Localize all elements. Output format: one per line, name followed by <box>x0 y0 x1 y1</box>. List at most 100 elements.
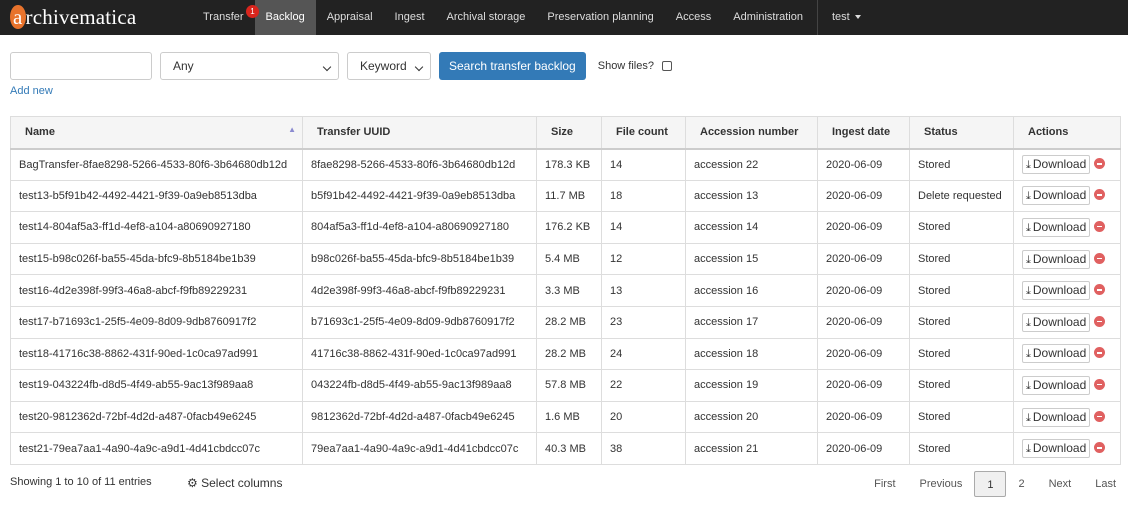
nav-items: Transfer Backlog Appraisal Ingest Archival s… <box>192 0 814 35</box>
actions-cell: Download <box>1013 179 1121 213</box>
search-button[interactable]: Search transfer backlog <box>439 52 586 80</box>
select-columns[interactable]: ⚙ Select columns <box>187 476 282 490</box>
column-header[interactable]: File count <box>601 116 686 150</box>
download-button[interactable]: Download <box>1022 344 1091 364</box>
page-link[interactable]: 2 <box>1018 478 1025 490</box>
cell: 043224fb-d8d5-4f49-ab55-9ac13f989aa8 <box>302 369 537 402</box>
badge: 1 <box>246 5 259 18</box>
column-header[interactable]: Ingest date <box>817 116 910 150</box>
nav-item[interactable]: Preservation planning <box>547 11 654 23</box>
page-link[interactable]: First <box>874 478 896 490</box>
user: test <box>831 11 850 23</box>
download-button[interactable]: Download <box>1022 155 1091 175</box>
cell: 2020-06-09 <box>817 369 910 402</box>
table-row: test16-4d2e398f-99f3-46a8-abcf-f9fb89229… <box>10 274 1121 307</box>
show-files-label: Show files? <box>597 60 654 72</box>
remove-button[interactable] <box>1094 315 1106 327</box>
cell: 22 <box>601 369 686 402</box>
table-row: test19-043224fb-d8d5-4f49-ab55-9ac13f989… <box>10 369 1121 402</box>
download-button[interactable]: Download <box>1022 281 1091 301</box>
nav-item[interactable]: Appraisal <box>326 11 373 23</box>
nav-item[interactable]: Administration <box>733 11 803 23</box>
remove-button[interactable] <box>1094 252 1106 264</box>
cell: 9812362d-72bf-4d2d-a487-0facb49e6245 <box>302 400 537 434</box>
cell: 2020-06-09 <box>817 242 910 276</box>
cell: test20-9812362d-72bf-4d2d-a487-0facb49e6… <box>10 400 303 434</box>
download-button[interactable]: Download <box>1022 186 1091 206</box>
entries-info: Showing 1 to 10 of 11 entries <box>10 476 152 488</box>
download-button[interactable]: Download <box>1022 439 1091 459</box>
cell: accession 14 <box>685 211 818 244</box>
type-select[interactable]: Keyword <box>347 52 431 80</box>
add-new-link[interactable]: Add new <box>10 85 53 97</box>
cell: 28.2 MB <box>536 337 602 371</box>
remove-button[interactable] <box>1094 410 1106 422</box>
download-button[interactable]: Download <box>1022 407 1091 427</box>
cell: 804af5a3-ff1d-4ef8-a104-a80690927180 <box>302 211 537 244</box>
table-row: test14-804af5a3-ff1d-4ef8-a104-a80690927… <box>10 211 1121 244</box>
field-value: Any <box>173 59 194 73</box>
search-input[interactable] <box>10 52 152 80</box>
cell: 79ea7aa1-4a90-4a9c-a9d1-4d41cbdcc07c <box>302 432 537 465</box>
remove-button[interactable] <box>1094 347 1106 359</box>
actions-cell: Download <box>1013 432 1121 465</box>
nav-item[interactable]: Backlog <box>254 0 316 35</box>
page-link[interactable]: Previous <box>919 478 963 490</box>
cell: 13 <box>601 274 686 307</box>
page-link[interactable]: 1 <box>974 471 1007 497</box>
download-button[interactable]: Download <box>1022 249 1091 269</box>
cell: 2020-06-09 <box>817 400 910 434</box>
nav-item[interactable]: Access <box>675 11 712 23</box>
column-header[interactable]: Actions <box>1013 116 1121 150</box>
navbar: archivematica Transfer Backlog Appraisal In… <box>0 0 1128 35</box>
table-row: BagTransfer-8fae8298-5266-4533-80f6-3b64… <box>10 148 1121 181</box>
nav-item[interactable]: Transfer <box>203 11 244 23</box>
column-header[interactable]: Status <box>909 116 1014 150</box>
column-header[interactable]: Size <box>536 116 602 150</box>
user-menu[interactable]: test <box>821 0 872 35</box>
download-button[interactable]: Download <box>1022 375 1091 395</box>
nav-item[interactable]: Archival storage <box>446 11 526 23</box>
page-link[interactable]: Next <box>1048 478 1072 490</box>
cell: accession 19 <box>685 369 818 402</box>
column-header[interactable]: Accession number <box>685 116 818 150</box>
remove-button[interactable] <box>1094 220 1106 232</box>
column-header[interactable]: Name ▲ <box>10 116 303 150</box>
cell: test13-b5f91b42-4492-4421-9f39-0a9eb8513… <box>10 179 303 213</box>
remove-button[interactable] <box>1094 158 1106 170</box>
column-header[interactable]: Transfer UUID <box>302 116 537 150</box>
cell: Stored <box>909 369 1014 402</box>
nav-item[interactable]: Ingest <box>394 11 425 23</box>
cell: Stored <box>909 274 1014 307</box>
download-button[interactable]: Download <box>1022 217 1091 237</box>
actions-cell: Download <box>1013 337 1121 371</box>
show-files-checkbox[interactable] <box>662 61 672 71</box>
remove-button[interactable] <box>1094 378 1106 390</box>
logo[interactable]: archivematica <box>13 5 137 29</box>
remove-button[interactable] <box>1094 284 1106 296</box>
cell: 1.6 MB <box>536 400 602 434</box>
separator <box>816 0 818 35</box>
cell: accession 17 <box>685 305 818 339</box>
cell: 176.2 KB <box>536 211 602 244</box>
field-select[interactable]: Any <box>160 52 339 80</box>
cell: b98c026f-ba55-45da-bfc9-8b5184be1b39 <box>302 242 537 276</box>
remove-button[interactable] <box>1094 442 1106 454</box>
cell: test14-804af5a3-ff1d-4ef8-a104-a80690927… <box>10 211 303 244</box>
header-row: Name ▲ Transfer UUID Size File count Accessio… <box>10 116 1121 150</box>
actions-cell: Download <box>1013 274 1121 307</box>
cell: 18 <box>601 179 686 213</box>
table-row: test13-b5f91b42-4492-4421-9f39-0a9eb8513… <box>10 179 1121 213</box>
cell: 57.8 MB <box>536 369 602 402</box>
remove-button[interactable] <box>1094 189 1106 201</box>
cell: 23 <box>601 305 686 339</box>
page-link[interactable]: Last <box>1095 478 1116 490</box>
cell: 14 <box>601 211 686 244</box>
cell: 41716c38-8862-431f-90ed-1c0ca97ad991 <box>302 337 537 371</box>
pagination: First Previous 1 2 Next Last <box>862 471 1128 497</box>
cell: Stored <box>909 432 1014 465</box>
cell: 2020-06-09 <box>817 305 910 339</box>
search-bar: Any Keyword Search transfer backlog Show… <box>10 52 672 80</box>
download-button[interactable]: Download <box>1022 312 1091 332</box>
